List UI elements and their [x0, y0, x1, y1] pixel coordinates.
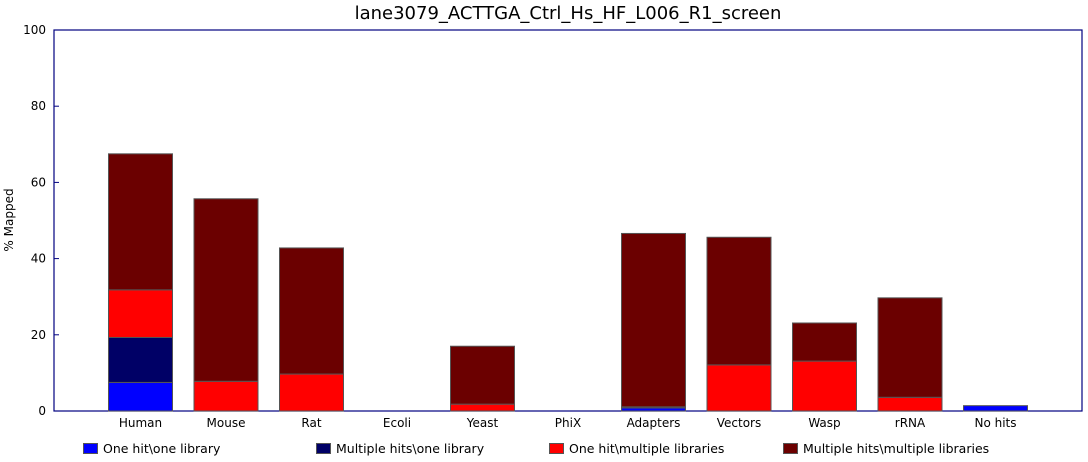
- legend-label: One hit\one library: [103, 441, 221, 456]
- bar-segment: [877, 297, 943, 398]
- legend-item: Multiple hits\one library: [316, 441, 484, 456]
- bar-segment: [108, 336, 173, 383]
- bar-segment: [706, 364, 772, 412]
- bar-segment: [279, 247, 344, 375]
- bar-segment: [108, 289, 173, 338]
- x-tick-label: Adapters: [627, 416, 681, 430]
- y-tick-label: 40: [31, 252, 46, 266]
- legend: One hit\one library Multiple hits\one lib…: [0, 441, 1088, 461]
- legend-swatch: [316, 443, 331, 454]
- bar-segment: [963, 405, 1028, 412]
- bar-segment: [108, 153, 173, 291]
- legend-swatch: [783, 443, 798, 454]
- legend-item: Multiple hits\multiple libraries: [783, 441, 989, 456]
- x-tick-label: Mouse: [207, 416, 246, 430]
- y-tick-label: 0: [38, 404, 46, 418]
- bar-segment: [792, 322, 857, 362]
- bar-segment: [450, 345, 515, 405]
- x-tick-label: Rat: [301, 416, 321, 430]
- legend-label: One hit\multiple libraries: [569, 441, 725, 456]
- legend-swatch: [83, 443, 98, 454]
- plot-area: 0 20 40 60 80 100 Human Mouse Rat Ecoli Yeast PhiX A…: [23, 23, 1083, 430]
- y-tick-label: 60: [31, 175, 46, 189]
- legend-item: One hit\one library: [83, 441, 220, 456]
- bar-segment: [193, 380, 259, 412]
- x-tick-label: No hits: [974, 416, 1016, 430]
- y-tick-label: 80: [31, 99, 46, 113]
- plot-frame: [53, 29, 1083, 412]
- y-tick-label: 20: [31, 328, 46, 342]
- bar-segment: [193, 198, 259, 382]
- legend-item: One hit\multiple libraries: [549, 441, 724, 456]
- x-tick-label: Vectors: [717, 416, 762, 430]
- x-tick-label: PhiX: [555, 416, 581, 430]
- legend-label: Multiple hits\one library: [336, 441, 485, 456]
- x-tick-label: Yeast: [466, 416, 499, 430]
- x-tick-label: Human: [119, 416, 162, 430]
- y-axis-label: % Mapped: [2, 188, 16, 251]
- bar-segment: [792, 360, 857, 412]
- bar-segment: [621, 232, 686, 408]
- x-tick-label: rRNA: [895, 416, 926, 430]
- y-tick-label: 100: [23, 23, 46, 37]
- bar-segment: [108, 381, 173, 412]
- bar-segment: [450, 403, 515, 412]
- stacked-bar-chart: lane3079_ACTTGA_Ctrl_Hs_HF_L006_R1_scree…: [2, 3, 1083, 430]
- bar-segment: [706, 236, 772, 366]
- x-tick-label: Wasp: [808, 416, 840, 430]
- bar-segment: [279, 373, 344, 412]
- x-tick-label: Ecoli: [383, 416, 411, 430]
- chart-title: lane3079_ACTTGA_Ctrl_Hs_HF_L006_R1_scree…: [355, 3, 782, 24]
- legend-label: Multiple hits\multiple libraries: [803, 441, 990, 456]
- bar-segment: [877, 396, 943, 412]
- legend-swatch: [549, 443, 564, 454]
